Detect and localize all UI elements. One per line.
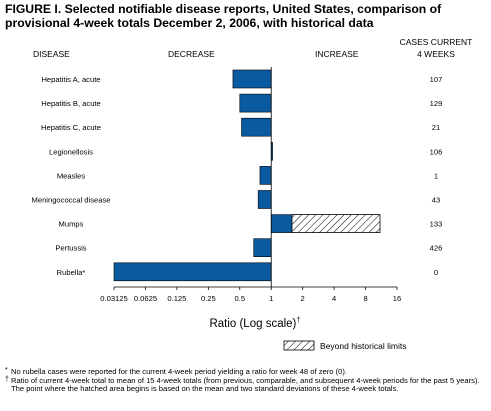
bar — [259, 166, 272, 185]
header-decrease: DECREASE — [168, 49, 215, 59]
x-tick-label: 0.25 — [201, 294, 216, 303]
footnote-rubella: * No rubella cases were reported for the … — [5, 367, 489, 377]
header-cases-line1: CASES CURRENT — [400, 37, 473, 47]
x-tick-label: 0.0625 — [134, 294, 157, 303]
category-label: Measles — [57, 171, 85, 180]
bar — [113, 262, 272, 282]
x-tick-label: 0.5 — [234, 294, 245, 303]
footnote-text: No rubella cases were reported for the c… — [11, 367, 347, 376]
bar — [241, 117, 272, 137]
bar — [270, 214, 293, 233]
cases-value: 21 — [432, 123, 440, 132]
footnote-mark: * — [5, 367, 8, 374]
cases-value: 1 — [434, 171, 438, 180]
x-tick-label: 0.125 — [167, 294, 186, 303]
bar — [239, 93, 272, 113]
x-axis-label: Ratio (Log scale) — [209, 318, 296, 330]
header-cases-line2: 4 WEEKS — [417, 49, 455, 59]
category-label: Hepatitis A, acute — [41, 75, 100, 84]
x-tick-label: 16 — [393, 294, 401, 303]
category-label: Meningococcal disease — [32, 196, 111, 205]
bar — [257, 190, 272, 209]
bar — [232, 69, 272, 89]
category-label: Legionellosis — [49, 147, 93, 156]
x-tick-label: 0.03125 — [100, 294, 127, 303]
plot-area: Hepatitis A, acute 107 Hepatitis B, acute 1… — [32, 67, 443, 303]
x-axis-title: Ratio (Log scale)† — [209, 315, 300, 330]
cases-value: 43 — [432, 196, 440, 205]
x-tick-label: 2 — [301, 294, 305, 303]
header-disease: DISEASE — [33, 49, 70, 59]
figure-title: FIGURE I. Selected notifiable disease re… — [5, 2, 442, 30]
cases-value: 133 — [430, 220, 443, 229]
x-tick-label: 1 — [269, 294, 273, 303]
cases-value: 106 — [430, 147, 443, 156]
footnote-text: Ratio of current 4-week total to mean of… — [11, 375, 480, 394]
cases-value: 426 — [430, 244, 443, 253]
footnote-ratio: † Ratio of current 4-week total to mean o… — [5, 375, 489, 394]
legend-label: Beyond historical limits — [320, 341, 406, 351]
cases-value: 129 — [430, 99, 443, 108]
bar — [253, 238, 272, 257]
category-label: Hepatitis B, acute — [41, 99, 101, 108]
category-label: Pertussis — [55, 244, 86, 253]
chart: DISEASE DECREASE INCREASE CASES CURRENT … — [32, 37, 473, 351]
x-tick-label: 8 — [363, 294, 367, 303]
category-label: Hepatitis C, acute — [41, 123, 101, 132]
legend-swatch — [283, 340, 315, 351]
x-tick-label: 4 — [332, 294, 336, 303]
cases-value: 107 — [430, 75, 443, 84]
header-increase: INCREASE — [315, 49, 359, 59]
footnotes: * No rubella cases were reported for the … — [5, 367, 489, 394]
footnote-mark: † — [5, 375, 9, 383]
bar-beyond-limit — [291, 214, 381, 234]
x-axis-label-mark: † — [296, 315, 300, 324]
cases-value: 0 — [434, 268, 438, 277]
category-label: Mumps — [59, 220, 84, 229]
category-label: Rubella* — [57, 268, 86, 277]
